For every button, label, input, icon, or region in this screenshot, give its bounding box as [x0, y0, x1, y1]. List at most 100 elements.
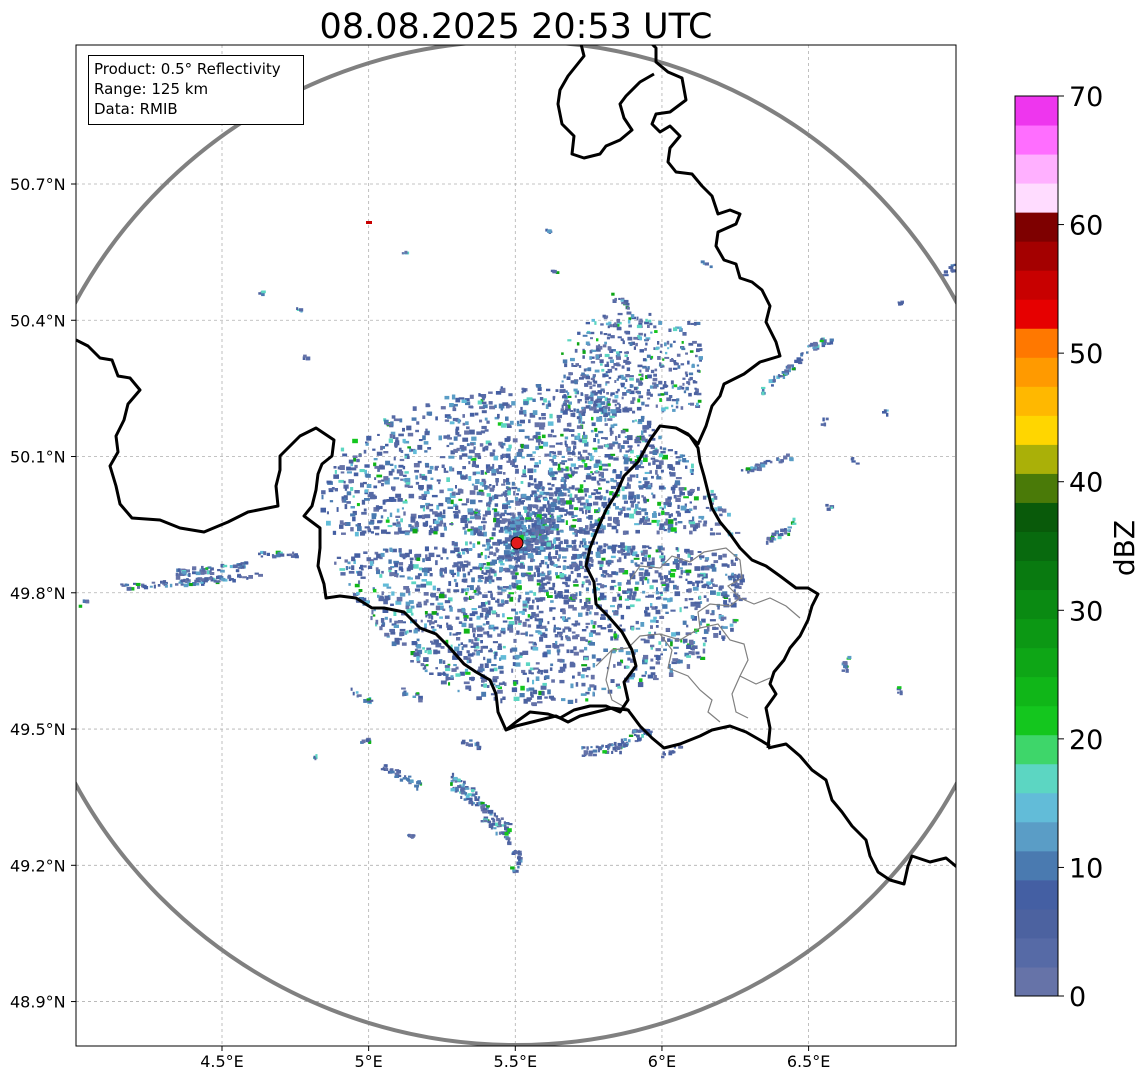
echo-cell: [850, 457, 854, 461]
echo-cell: [597, 390, 602, 394]
echo-cell: [407, 485, 413, 488]
district-border: [699, 623, 771, 685]
echo-cell: [413, 463, 420, 468]
echo-cell: [636, 474, 639, 478]
info-box: Product: 0.5° Reflectivity Range: 125 km…: [88, 55, 304, 125]
echo-cell: [496, 613, 500, 618]
echo-cell: [399, 458, 405, 462]
echo-cell: [506, 512, 511, 516]
echo-cell: [602, 570, 608, 574]
echo-cell: [258, 573, 263, 577]
echo-cell: [584, 493, 587, 497]
echo-cell: [432, 511, 438, 515]
echo-cell: [679, 385, 683, 390]
echo-cell: [483, 804, 487, 807]
echo-cell: [609, 453, 616, 456]
echo-cell: [582, 667, 587, 672]
echo-cell: [507, 490, 511, 496]
echo-cell: [614, 297, 617, 301]
echo-cell: [509, 526, 515, 531]
echo-cell: [656, 587, 658, 591]
echo-cell: [599, 549, 604, 554]
admin-borders: [595, 547, 801, 723]
echo-cell: [626, 590, 631, 594]
echo-cell: [540, 560, 545, 565]
echo-cell: [507, 524, 510, 529]
echo-cell: [583, 530, 590, 535]
echo-cell: [562, 565, 566, 571]
echo-cell: [497, 585, 500, 589]
echo-cell: [468, 800, 474, 805]
echo-cell: [421, 579, 427, 582]
echo-cell: [480, 399, 484, 404]
echo-cell: [660, 387, 665, 390]
echo-cell: [622, 591, 628, 594]
echo-cell: [602, 548, 606, 554]
echo-cell: [640, 622, 645, 627]
echo-cell: [588, 453, 593, 457]
echo-cell: [533, 592, 537, 596]
echo-cell: [569, 429, 575, 432]
echo-cell: [571, 593, 575, 599]
echo-cell: [592, 625, 596, 629]
echo-cell: [626, 605, 631, 610]
echo-cell: [667, 464, 672, 467]
echo-cell: [548, 556, 553, 561]
echo-cell: [483, 572, 488, 575]
echo-cell: [358, 589, 363, 592]
echo-cell: [667, 638, 671, 642]
echo-cell: [484, 663, 489, 668]
echo-cell: [556, 414, 562, 419]
echo-cell: [457, 418, 461, 424]
echo-cell: [495, 542, 499, 546]
echo-cell: [631, 626, 634, 631]
echo-cell: [606, 398, 611, 401]
echo-cell: [567, 458, 573, 461]
echo-cell: [388, 438, 393, 443]
echo-cell: [637, 738, 641, 742]
echo-cell: [570, 649, 574, 654]
echo-cell: [507, 556, 514, 559]
echo-cell: [664, 406, 669, 410]
echo-cell: [564, 626, 570, 630]
echo-cell: [552, 539, 557, 544]
echo-cell: [393, 477, 400, 480]
colorbar-swatch: [1015, 850, 1058, 881]
echo-cell: [675, 400, 679, 405]
echo-cell: [423, 657, 429, 662]
echo-cell: [673, 384, 678, 388]
echo-cell: [528, 538, 533, 541]
echo-cell: [776, 531, 779, 535]
echo-cell: [431, 642, 437, 645]
echo-cell: [638, 419, 645, 422]
echo-cell: [671, 661, 677, 665]
echo-cell: [514, 456, 517, 461]
echo-cell: [468, 623, 474, 628]
echo-cell: [675, 326, 680, 329]
echo-cell: [479, 612, 484, 618]
echo-cell: [414, 648, 418, 652]
echo-cell: [590, 397, 594, 401]
echo-cell: [350, 467, 357, 471]
echo-cell: [638, 332, 643, 336]
echo-cell: [416, 660, 421, 664]
echo-cell: [823, 422, 827, 427]
echo-cell: [416, 649, 423, 655]
echo-cell: [488, 504, 491, 508]
echo-cell: [393, 456, 396, 461]
echo-cell: [950, 268, 954, 272]
echo-cell: [239, 564, 243, 568]
echo-cell: [528, 524, 531, 529]
echo-cell: [670, 569, 677, 572]
echo-cell: [584, 383, 589, 387]
echo-cell: [438, 605, 444, 610]
echo-cell: [564, 589, 569, 593]
echo-cell: [522, 621, 527, 627]
echo-cell: [688, 402, 691, 405]
echo-cell: [691, 616, 697, 621]
echo-cell: [579, 484, 584, 489]
echo-cell: [299, 308, 304, 312]
echo-cell: [459, 785, 464, 788]
echo-cell: [653, 616, 657, 620]
echo-cell: [786, 453, 790, 457]
